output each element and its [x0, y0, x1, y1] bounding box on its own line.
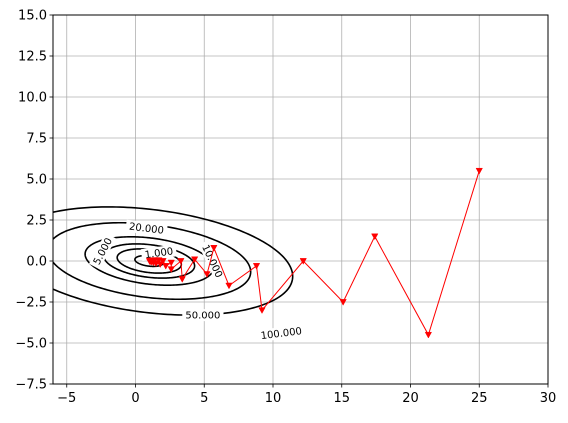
descent-point-marker — [178, 276, 186, 283]
descent-point-marker — [299, 258, 307, 265]
y-tick-label: 7.5 — [26, 132, 47, 147]
descent-point-marker — [252, 263, 261, 270]
y-tick-label: −2.5 — [15, 296, 47, 311]
contour-label-background — [198, 239, 227, 283]
contour-label-background — [88, 232, 117, 270]
x-tick-label: 30 — [540, 391, 557, 406]
contour-label: 100.000 — [260, 326, 302, 342]
descent-point-marker — [210, 245, 218, 252]
x-tick-label: 5 — [200, 391, 208, 406]
y-tick-label: 10.0 — [18, 91, 47, 106]
descent-point-marker — [475, 167, 483, 175]
plot-frame — [52, 14, 549, 385]
contour-line — [53, 221, 252, 301]
descent-point-marker — [225, 282, 233, 290]
y-tick-label: 0.0 — [26, 255, 47, 270]
descent-point-marker — [162, 263, 170, 270]
descent-point-marker — [258, 307, 266, 314]
descent-point-marker — [191, 256, 199, 264]
x-tick-label: 15 — [333, 391, 350, 406]
contour-label-group: 20.000 — [125, 219, 168, 237]
series-layer — [145, 167, 483, 339]
x-tick-label: 20 — [402, 391, 419, 406]
descent-point-marker — [159, 258, 167, 265]
y-tick-label: −5.0 — [15, 337, 47, 352]
y-tick-label: 12.5 — [18, 50, 47, 65]
contour-label-background — [182, 309, 224, 322]
descent-point-marker — [145, 258, 154, 265]
descent-point-marker — [177, 258, 185, 265]
descent-point-marker — [371, 233, 379, 241]
contour-label-background — [256, 324, 306, 343]
y-tick-label: 15.0 — [18, 9, 47, 24]
contour-label: 50.000 — [185, 311, 220, 322]
contour-label-group: 50.000 — [182, 309, 224, 322]
contour-label: 20.000 — [128, 222, 164, 237]
contour-label-group: 100.000 — [256, 324, 306, 343]
descent-point-marker — [167, 266, 175, 273]
contour-label-background — [125, 219, 168, 237]
x-tick-label: 0 — [131, 391, 139, 406]
descent-point-marker — [339, 299, 347, 306]
descent-point-marker — [203, 271, 211, 278]
x-tick-label: 25 — [471, 391, 488, 406]
y-tick-label: −7.5 — [15, 378, 47, 393]
descent-point-marker — [167, 259, 175, 267]
tick-layer: −5 0 5 10 15 20 25 30 −7.5 −5.0 −2.5 0.0 2.5 5.0 7.5 10… — [15, 9, 556, 407]
contour-line — [53, 206, 294, 316]
x-tick-label: 10 — [265, 391, 282, 406]
x-tick-label: −5 — [57, 391, 76, 406]
y-tick-label: 2.5 — [26, 214, 47, 229]
descent-point-marker — [424, 331, 432, 339]
y-tick-label: 5.0 — [26, 173, 47, 188]
contour-label-background — [140, 244, 178, 262]
